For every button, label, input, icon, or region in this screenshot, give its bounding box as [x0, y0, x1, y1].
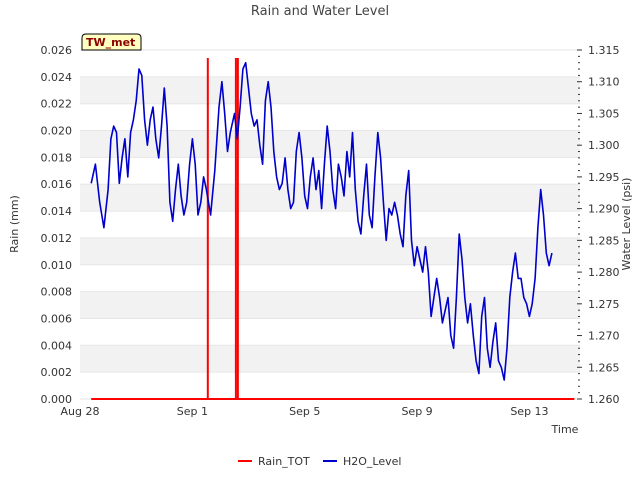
- x-tick-label: Sep 5: [289, 405, 320, 418]
- station-badge-label: TW_met: [86, 36, 135, 49]
- h2o-line: [90, 61, 553, 381]
- station-badge: TW_met: [81, 33, 142, 51]
- grid-band: [80, 345, 580, 373]
- y-right-tick-label: 1.295: [588, 171, 620, 184]
- y-right-tick-label: 1.260: [588, 393, 620, 406]
- y-right-tick-label: 1.270: [588, 330, 620, 343]
- y-right-title: Water Level (psi): [620, 178, 633, 271]
- y-right-tick-label: 1.315: [588, 44, 620, 57]
- y-right-tick-label: 1.285: [588, 234, 620, 247]
- h2o-series: [90, 61, 553, 381]
- x-axis: Aug 28 Sep 1 Sep 5 Sep 9 Sep 13: [61, 405, 549, 418]
- y-left-tick-label: 0.010: [41, 259, 73, 272]
- left-axis: 0.000 0.002 0.004 0.006 0.008 0.010 0.012 0.014…: [41, 44, 73, 406]
- y-left-tick-label: 0.000: [41, 393, 73, 406]
- y-left-tick-label: 0.012: [41, 232, 73, 245]
- grid-bands: [80, 49, 580, 400]
- y-right-tick-label: 1.265: [588, 361, 620, 374]
- y-right-tick-label: 1.310: [588, 76, 620, 89]
- y-right-tick-label: 1.290: [588, 203, 620, 216]
- chart-title: Rain and Water Level: [251, 4, 389, 19]
- y-left-tick-label: 0.008: [41, 286, 73, 299]
- y-left-tick-label: 0.026: [41, 44, 73, 57]
- rain-series: [91, 58, 575, 400]
- y-right-tick-label: 1.280: [588, 266, 620, 279]
- legend-rain-label: Rain_TOT: [258, 455, 310, 468]
- legend: Rain_TOT H2O_Level: [238, 455, 401, 468]
- y-left-title: Rain (mm): [8, 195, 21, 253]
- x-tick-label: Sep 9: [401, 405, 432, 418]
- grid-band: [80, 237, 580, 265]
- grid-band: [80, 76, 580, 104]
- y-right-tick-label: 1.305: [588, 107, 620, 120]
- x-tick-label: Aug 28: [61, 405, 100, 418]
- y-right-tick-label: 1.275: [588, 298, 620, 311]
- y-left-tick-label: 0.004: [41, 339, 73, 352]
- x-title: Time: [551, 423, 579, 436]
- y-left-tick-label: 0.020: [41, 125, 73, 138]
- y-left-tick-label: 0.022: [41, 98, 73, 111]
- grid-band: [80, 291, 580, 319]
- x-tick-label: Sep 1: [177, 405, 208, 418]
- legend-h2o-label: H2O_Level: [343, 455, 401, 468]
- right-axis: 1.260 1.265 1.270 1.275 1.280 1.285 1.290 1.295…: [577, 44, 620, 406]
- y-left-tick-label: 0.024: [41, 71, 73, 84]
- y-left-tick-label: 0.006: [41, 312, 73, 325]
- y-left-tick-label: 0.002: [41, 366, 73, 379]
- grid-band: [80, 184, 580, 212]
- y-left-tick-label: 0.016: [41, 178, 73, 191]
- y-right-tick-label: 1.300: [588, 139, 620, 152]
- x-tick-label: Sep 13: [510, 405, 548, 418]
- y-left-tick-label: 0.014: [41, 205, 73, 218]
- y-left-tick-label: 0.018: [41, 151, 73, 164]
